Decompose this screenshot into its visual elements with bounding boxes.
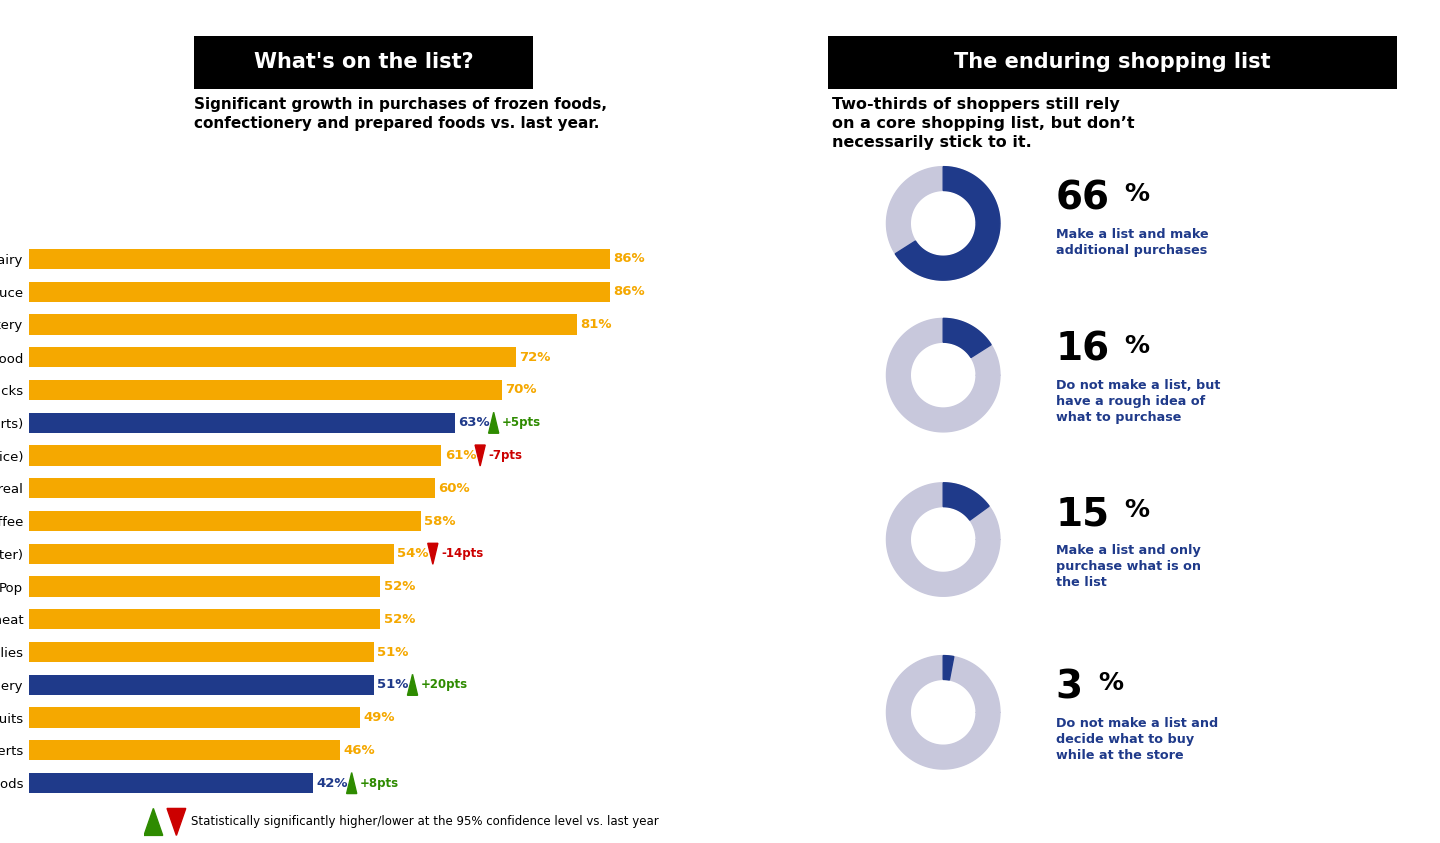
- Text: 60%: 60%: [438, 481, 469, 495]
- Text: %: %: [1125, 182, 1149, 206]
- Text: %: %: [1125, 334, 1149, 357]
- Polygon shape: [144, 808, 163, 835]
- Text: 86%: 86%: [613, 285, 645, 298]
- Polygon shape: [408, 674, 418, 695]
- Text: 54%: 54%: [397, 547, 429, 561]
- Text: 81%: 81%: [580, 318, 612, 331]
- Text: 49%: 49%: [363, 711, 395, 724]
- Polygon shape: [347, 772, 357, 793]
- Bar: [29, 412, 455, 433]
- Text: +8pts: +8pts: [360, 776, 399, 790]
- Bar: [29, 380, 503, 400]
- Polygon shape: [896, 167, 999, 280]
- Bar: [29, 773, 312, 793]
- Text: %: %: [1125, 498, 1149, 522]
- Text: -7pts: -7pts: [488, 449, 523, 462]
- Text: Significant growth in purchases of frozen foods,
confectionery and prepared food: Significant growth in purchases of froze…: [194, 97, 608, 132]
- Text: 51%: 51%: [377, 646, 409, 658]
- Bar: [29, 707, 360, 728]
- Bar: [29, 249, 611, 269]
- Polygon shape: [943, 656, 953, 680]
- Text: Do not make a list and
decide what to buy
while at the store: Do not make a list and decide what to bu…: [1056, 717, 1218, 761]
- Text: 52%: 52%: [384, 580, 415, 593]
- Bar: [29, 740, 340, 760]
- Text: 86%: 86%: [613, 252, 645, 266]
- Polygon shape: [887, 167, 999, 280]
- Text: 58%: 58%: [425, 514, 456, 528]
- Polygon shape: [475, 445, 485, 466]
- Polygon shape: [943, 319, 991, 357]
- Bar: [29, 282, 611, 302]
- Polygon shape: [887, 656, 999, 769]
- Polygon shape: [887, 319, 999, 432]
- Text: 42%: 42%: [317, 776, 347, 790]
- Text: +5pts: +5pts: [503, 416, 541, 429]
- Bar: [29, 314, 576, 335]
- Bar: [29, 347, 516, 368]
- Text: Do not make a list, but
have a rough idea of
what to purchase: Do not make a list, but have a rough ide…: [1056, 379, 1220, 424]
- Text: -14pts: -14pts: [441, 547, 484, 561]
- Text: 61%: 61%: [445, 449, 477, 462]
- Text: 52%: 52%: [384, 613, 415, 626]
- Text: Make a list and only
purchase what is on
the list: Make a list and only purchase what is on…: [1056, 544, 1201, 588]
- Text: Statistically significantly higher/lower at the 95% confidence level vs. last ye: Statistically significantly higher/lower…: [190, 815, 658, 829]
- Polygon shape: [943, 483, 989, 520]
- Bar: [29, 544, 395, 564]
- Bar: [29, 609, 380, 630]
- Text: +20pts: +20pts: [420, 679, 468, 691]
- Text: 72%: 72%: [518, 351, 550, 363]
- Bar: [29, 478, 435, 498]
- Text: Two-thirds of shoppers still rely
on a core shopping list, but don’t
necessarily: Two-thirds of shoppers still rely on a c…: [832, 97, 1135, 150]
- Polygon shape: [167, 808, 186, 835]
- Text: 70%: 70%: [505, 384, 537, 396]
- Bar: [29, 674, 373, 695]
- Bar: [29, 577, 380, 597]
- Text: 15: 15: [1056, 495, 1110, 534]
- Text: 51%: 51%: [377, 679, 409, 691]
- Text: The enduring shopping list: The enduring shopping list: [955, 52, 1270, 72]
- Polygon shape: [428, 543, 438, 564]
- Text: 63%: 63%: [458, 416, 490, 429]
- Bar: [29, 445, 441, 465]
- Polygon shape: [488, 412, 498, 433]
- Text: Make a list and make
additional purchases: Make a list and make additional purchase…: [1056, 228, 1208, 256]
- Text: What's on the list?: What's on the list?: [253, 52, 474, 72]
- Text: 66: 66: [1056, 179, 1110, 217]
- Text: 46%: 46%: [343, 744, 374, 757]
- Polygon shape: [887, 483, 999, 596]
- Bar: [29, 642, 373, 663]
- Text: 3: 3: [1056, 668, 1083, 706]
- Bar: [29, 511, 420, 531]
- Text: 16: 16: [1056, 330, 1110, 369]
- Text: %: %: [1099, 671, 1123, 695]
